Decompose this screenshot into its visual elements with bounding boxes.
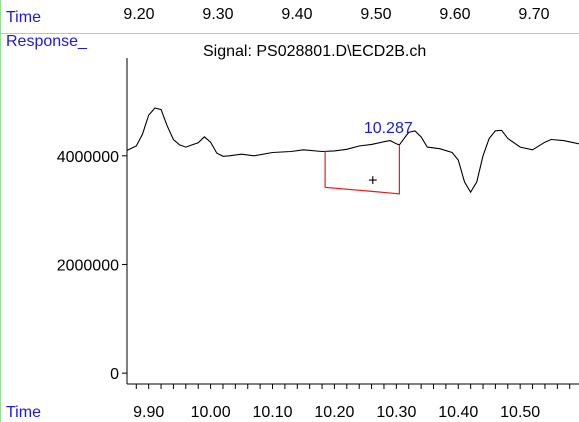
x-axis-label: Time: [6, 404, 41, 421]
x-tick-label: 10.50: [500, 404, 540, 421]
y-tick-label: 0: [110, 366, 119, 383]
top-tick-label: 9.60: [439, 6, 470, 23]
y-tick-label: 2000000: [57, 257, 119, 274]
top-tick-label: 9.70: [518, 6, 549, 23]
y-axis-label: Response_: [6, 33, 88, 50]
top-tick-label: 9.20: [123, 6, 154, 23]
chart-title: Signal: PS028801.D\ECD2B.ch: [203, 43, 426, 60]
top-axis-label: Time: [6, 9, 41, 26]
top-tick-label: 9.40: [281, 6, 312, 23]
top-tick-label: 9.30: [202, 6, 233, 23]
signal-trace: [126, 107, 579, 194]
top-tick-label: 9.50: [360, 6, 391, 23]
cursor-marker: +: [368, 173, 377, 190]
y-axis-ticks: 0 2000000 4000000: [57, 149, 127, 383]
top-axis-ticks: 9.20 9.30 9.40 9.50 9.60 9.70: [123, 6, 549, 23]
x-tick-label: 9.90: [133, 404, 164, 421]
x-tick-label: 10.00: [191, 404, 231, 421]
integration-region: [324, 144, 400, 195]
x-tick-label: 10.40: [438, 404, 478, 421]
peak-label: 10.287: [364, 120, 413, 137]
x-tick-label: 10.20: [314, 404, 354, 421]
x-axis-ticks: 9.90 10.00 10.10 10.20 10.30 10.40 10.50: [133, 384, 571, 421]
x-tick-label: 10.10: [252, 404, 292, 421]
x-tick-label: 10.30: [376, 404, 416, 421]
y-tick-label: 4000000: [57, 149, 119, 166]
